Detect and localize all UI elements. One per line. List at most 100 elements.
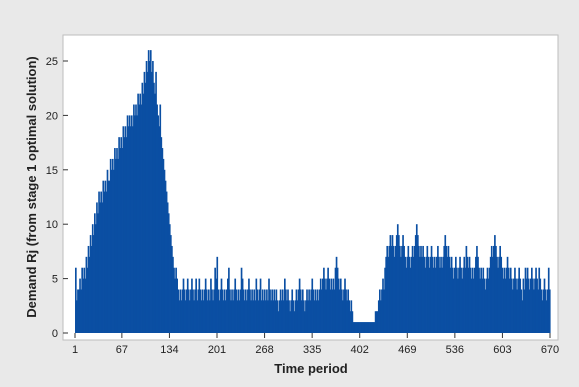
bar xyxy=(255,278,258,333)
bar xyxy=(271,289,273,333)
bar xyxy=(189,300,191,333)
bar xyxy=(429,256,432,333)
bar xyxy=(351,311,354,333)
bar xyxy=(137,93,139,333)
bar xyxy=(459,256,461,333)
bar xyxy=(413,245,416,333)
bar xyxy=(505,267,508,333)
bar xyxy=(156,104,158,334)
bar xyxy=(174,278,176,333)
bar xyxy=(182,278,185,333)
bar xyxy=(257,300,260,333)
bar xyxy=(468,256,471,333)
bar xyxy=(449,267,452,333)
bar xyxy=(165,191,168,333)
bar xyxy=(386,245,389,333)
bar xyxy=(285,289,287,333)
bar xyxy=(515,278,517,333)
bar xyxy=(191,278,193,333)
bar xyxy=(292,300,295,333)
bar xyxy=(290,300,292,333)
bar xyxy=(324,278,326,333)
y-axis: 0 5 10 15 20 25 xyxy=(46,56,68,340)
bar xyxy=(92,235,95,333)
bar xyxy=(75,267,77,333)
bar xyxy=(425,256,428,333)
bar xyxy=(309,300,311,333)
bar xyxy=(385,256,387,333)
x-tick-label: 67 xyxy=(116,344,128,356)
bar xyxy=(363,322,365,333)
bar xyxy=(520,289,523,333)
bar xyxy=(476,245,478,333)
bar xyxy=(348,300,351,333)
bar xyxy=(461,278,463,333)
bar xyxy=(392,245,395,333)
bar xyxy=(180,300,183,333)
bar xyxy=(78,289,80,333)
bar xyxy=(235,289,238,333)
bar xyxy=(178,300,181,333)
bar xyxy=(501,267,504,333)
bar xyxy=(428,267,431,333)
bar xyxy=(400,256,402,333)
bar xyxy=(489,256,492,333)
bar xyxy=(487,278,490,333)
bar xyxy=(430,245,433,333)
bar xyxy=(538,267,541,333)
bar xyxy=(362,322,364,333)
bar xyxy=(303,300,305,333)
bar xyxy=(98,191,100,333)
bar xyxy=(540,289,543,333)
bar xyxy=(181,289,184,333)
x-tick-label: 1 xyxy=(72,344,78,356)
bar xyxy=(319,278,322,333)
bar xyxy=(545,300,548,333)
bar xyxy=(427,256,430,333)
bar xyxy=(89,235,92,333)
bar xyxy=(106,169,109,333)
bar xyxy=(222,300,225,333)
bar xyxy=(433,256,436,333)
bar xyxy=(108,180,111,333)
bar xyxy=(135,104,137,334)
bar xyxy=(83,267,86,333)
bar xyxy=(418,245,420,333)
bar xyxy=(119,148,121,333)
bar xyxy=(320,289,323,333)
bar xyxy=(230,300,232,333)
bar xyxy=(208,289,210,333)
bar xyxy=(296,300,299,333)
bar xyxy=(221,289,224,333)
bar xyxy=(360,322,362,333)
bar xyxy=(126,115,129,334)
bar xyxy=(96,202,98,333)
bar xyxy=(381,289,383,333)
bar xyxy=(80,289,82,333)
bar xyxy=(244,289,247,333)
bar xyxy=(546,289,549,333)
bar xyxy=(143,71,146,333)
bar xyxy=(197,289,200,333)
bar xyxy=(405,267,408,333)
bar xyxy=(470,278,473,333)
bar xyxy=(537,289,539,333)
bar xyxy=(339,278,342,333)
bar xyxy=(504,278,507,333)
bar xyxy=(219,289,222,333)
bar xyxy=(127,126,130,333)
bar xyxy=(243,300,246,333)
bar xyxy=(194,289,196,333)
bar xyxy=(234,278,237,333)
bar xyxy=(493,245,495,333)
bar xyxy=(415,224,418,333)
bar xyxy=(312,289,315,333)
bar xyxy=(395,235,398,333)
y-tick-label: 5 xyxy=(52,274,58,286)
bar xyxy=(414,235,417,333)
bar xyxy=(522,278,525,333)
bar xyxy=(268,278,270,333)
bar xyxy=(354,322,357,333)
bar xyxy=(503,267,506,333)
bar xyxy=(295,289,298,333)
